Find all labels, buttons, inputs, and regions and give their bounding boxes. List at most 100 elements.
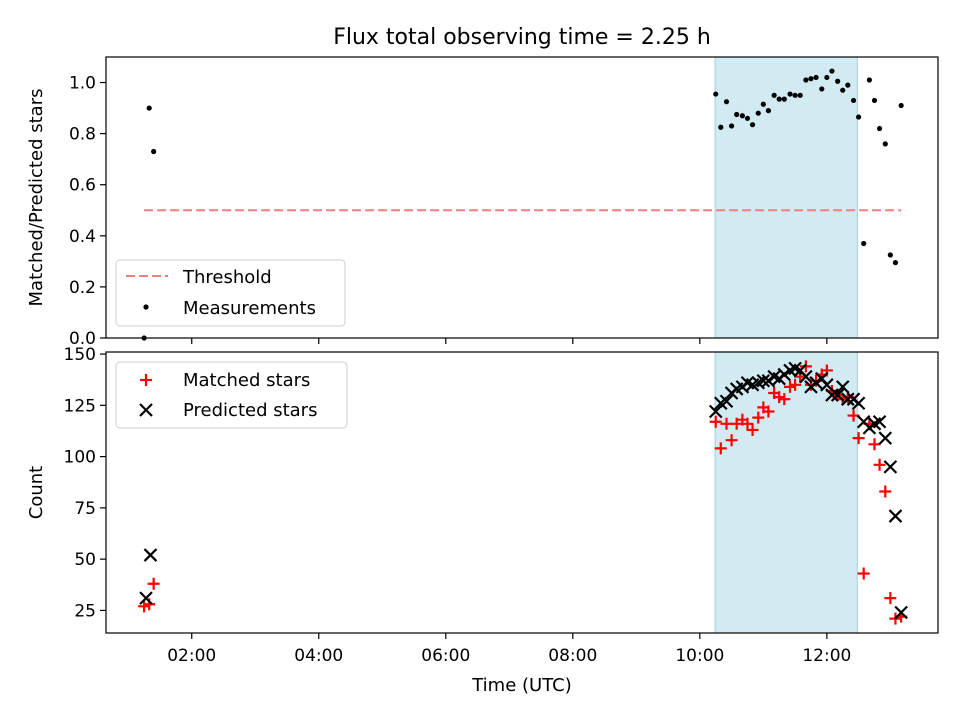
measurement-point — [776, 96, 782, 102]
predicted-point — [851, 396, 866, 411]
y-tick-label: 1.0 — [69, 74, 96, 94]
legend-matched-swatch — [140, 374, 152, 386]
count-legend: Matched stars Predicted stars — [115, 361, 348, 429]
measurement-point — [813, 74, 819, 81]
predicted-point — [820, 378, 834, 392]
measurement-point — [728, 123, 735, 129]
measurement-point — [760, 101, 766, 107]
count-legend-box — [115, 361, 348, 429]
ratio-y-axis-label: Matched/Predicted stars — [26, 89, 47, 307]
measurement-point — [835, 78, 841, 84]
count-axes-frame — [105, 351, 939, 634]
measurement-point — [718, 124, 724, 130]
matched-point — [746, 423, 759, 436]
x-tick-label: 12:00 — [802, 646, 851, 666]
measurement-point — [866, 77, 873, 83]
measurement-point — [871, 97, 878, 104]
ratio-y-ticks: 0.0 0.2 0.4 0.6 0.8 1.0 — [69, 74, 106, 349]
predicted-point — [872, 414, 887, 429]
count-y-ticks: 25 50 75 100 125 150 — [64, 345, 106, 621]
measurement-point — [749, 122, 756, 128]
y-tick-label: 75 — [74, 499, 96, 519]
measurement-point — [808, 76, 814, 82]
matched-point — [879, 485, 892, 498]
ratio-x-ticks — [191, 338, 828, 344]
predicted-point — [139, 591, 153, 605]
matched-point — [852, 432, 865, 445]
ratio-marks — [141, 68, 904, 341]
x-tick-label: 08:00 — [548, 646, 597, 666]
legend-measurements-label: Measurements — [183, 298, 316, 319]
matched-point — [714, 442, 727, 455]
legend-predicted-swatch — [139, 403, 153, 417]
count-y-axis-label: Count — [26, 466, 47, 519]
x-tick-label: 10:00 — [675, 646, 724, 666]
measurement-point — [151, 148, 157, 155]
matched-point — [847, 409, 860, 422]
figure-title: Flux total observing time = 2.25 h — [333, 25, 711, 50]
predicted-point — [719, 394, 734, 409]
y-tick-label: 150 — [64, 345, 96, 365]
predicted-point — [809, 375, 823, 390]
matched-point — [873, 458, 886, 471]
matched-point — [884, 592, 897, 605]
measurement-point — [829, 68, 835, 74]
y-tick-label: 100 — [64, 448, 96, 468]
predicted-point — [888, 509, 903, 523]
y-tick-label: 0.2 — [69, 278, 96, 298]
measurement-point — [824, 74, 830, 81]
predicted-point — [799, 369, 813, 384]
matched-point — [857, 567, 870, 580]
matched-point — [752, 411, 765, 424]
legend-threshold-label: Threshold — [182, 267, 272, 288]
measurement-point — [146, 105, 152, 111]
count-x-axis-label: Time (UTC) — [471, 675, 572, 696]
measurement-point — [892, 260, 899, 266]
measurement-point — [713, 91, 719, 97]
count-marks — [138, 360, 908, 625]
ratio-shaded-span — [714, 56, 858, 339]
predicted-point — [835, 380, 850, 394]
matched-point — [789, 378, 802, 391]
matched-point — [778, 393, 791, 406]
ratio-axes-frame — [105, 56, 939, 339]
matched-point — [709, 415, 722, 428]
measurement-point — [861, 240, 867, 247]
measurement-point — [882, 141, 888, 147]
predicted-point — [894, 605, 908, 620]
predicted-point — [841, 392, 855, 406]
predicted-point — [761, 373, 776, 388]
measurement-point — [856, 114, 862, 120]
measurement-point — [765, 108, 772, 114]
x-tick-label: 04:00 — [294, 646, 343, 666]
predicted-point — [878, 431, 893, 445]
measurement-point — [840, 87, 846, 93]
y-tick-label: 0.6 — [69, 176, 96, 196]
measurement-point — [845, 82, 851, 88]
measurement-point — [850, 97, 857, 104]
count-x-ticks: 02:00 04:00 06:00 08:00 10:00 12:00 — [167, 633, 851, 666]
x-tick-label: 06:00 — [421, 646, 470, 666]
ratio-subplot: 0.0 0.2 0.4 0.6 0.8 1.0 Matched/Predicted sta… — [26, 56, 939, 349]
x-tick-label: 02:00 — [167, 646, 216, 666]
legend-predicted-label: Predicted stars — [183, 400, 317, 421]
legend-matched-label: Matched stars — [183, 370, 310, 391]
measurement-point — [723, 99, 730, 105]
predicted-point — [708, 404, 723, 419]
measurement-point — [792, 92, 798, 98]
measurement-point — [781, 96, 787, 102]
matched-point — [762, 405, 775, 418]
predicted-point — [777, 367, 792, 382]
measurement-point — [803, 77, 809, 83]
measurement-point — [771, 92, 777, 98]
ratio-legend: Threshold Measurements — [115, 259, 346, 327]
y-tick-label: 50 — [74, 550, 96, 570]
predicted-point — [883, 460, 898, 474]
predicted-point — [756, 373, 771, 388]
matched-point — [799, 360, 812, 373]
y-tick-label: 25 — [74, 601, 96, 621]
predicted-point — [830, 388, 845, 402]
y-tick-label: 0.8 — [69, 125, 96, 145]
measurement-point — [876, 125, 883, 132]
